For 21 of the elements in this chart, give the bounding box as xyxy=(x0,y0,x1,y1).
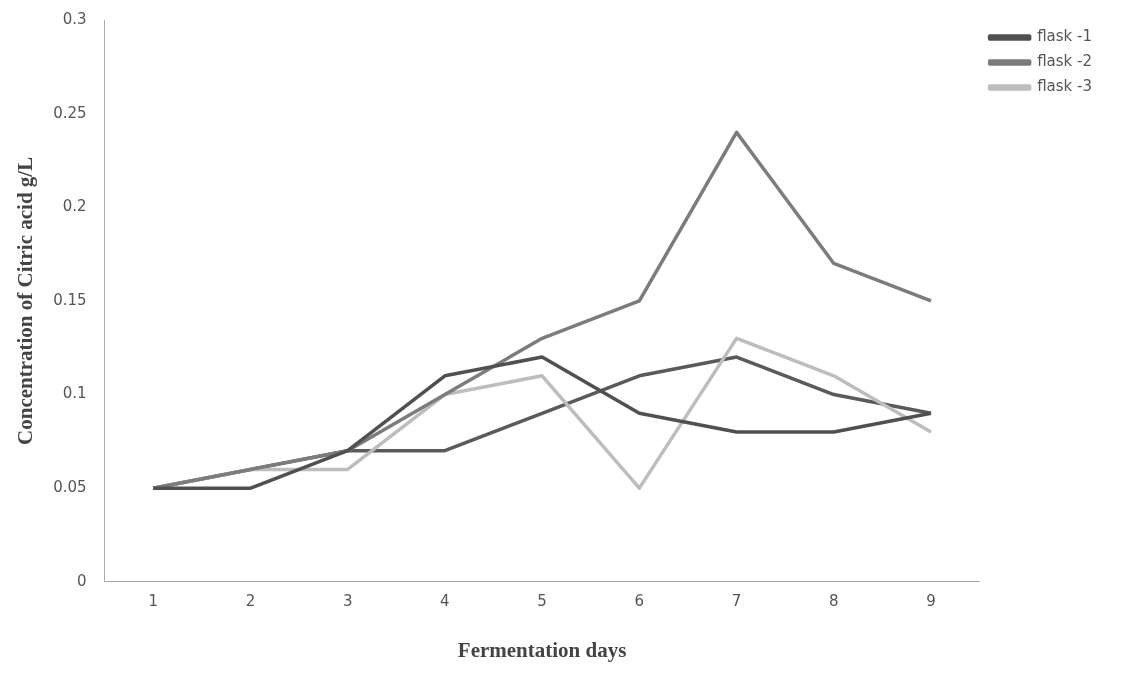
y-tick-label: 0.05 xyxy=(53,478,87,497)
x-tick-label: 3 xyxy=(342,591,353,610)
x-tick-label: 7 xyxy=(731,591,742,610)
y-axis-title: Concentration of Citric acid g/L xyxy=(13,156,38,445)
legend-label: flask -1 xyxy=(1037,27,1093,46)
y-tick-label: 0 xyxy=(77,571,87,590)
x-tick-label: 9 xyxy=(926,591,936,610)
x-tick-label: 8 xyxy=(829,591,839,610)
x-tick-label: 2 xyxy=(245,591,256,610)
y-tick-label: 0.2 xyxy=(62,197,87,216)
x-tick-label: 1 xyxy=(148,591,158,610)
y-tick-label: 0.3 xyxy=(62,9,87,28)
x-tick-label: 5 xyxy=(537,591,547,610)
x-tick-label: 6 xyxy=(634,591,645,610)
y-tick-label: 0.15 xyxy=(53,290,87,309)
x-tick-label: 4 xyxy=(440,591,450,610)
y-tick-label: 0.25 xyxy=(53,103,87,122)
legend-label: flask -3 xyxy=(1037,77,1093,96)
y-tick-label: 0.1 xyxy=(62,384,87,403)
x-axis-title: Fermentation days xyxy=(457,637,627,662)
legend-label: flask -2 xyxy=(1037,52,1093,71)
